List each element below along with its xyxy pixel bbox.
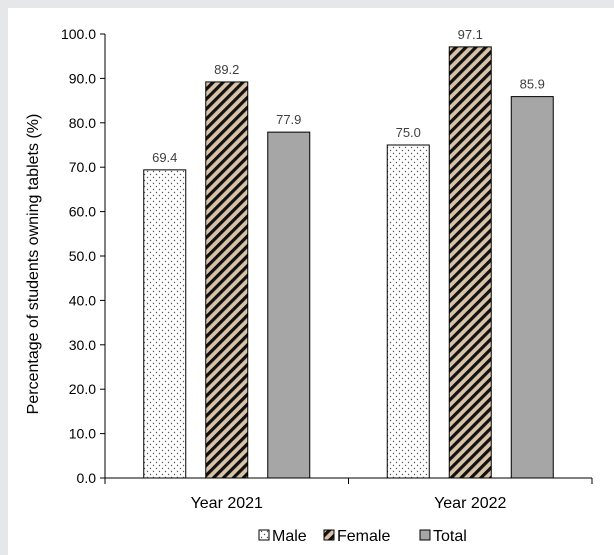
data-label: 77.9 — [276, 112, 301, 127]
chart-frame: 0.0 10.0 20.0 30.0 40.0 50.0 60.0 70.0 80.0 90.0 1… — [8, 8, 614, 555]
legend-label-total: Total — [433, 528, 467, 545]
legend-label-female: Female — [337, 528, 390, 545]
y-tick-label: 70.0 — [69, 159, 96, 175]
data-label: 69.4 — [152, 150, 177, 165]
y-tick-label: 10.0 — [69, 426, 96, 442]
x-category-label: Year 2021 — [191, 495, 263, 512]
data-labels-group: 69.4 89.2 77.9 75.0 97.1 85.9 — [152, 27, 545, 165]
y-tick-label: 30.0 — [69, 337, 96, 353]
x-category-label: Year 2022 — [434, 495, 506, 512]
bar-chart: 0.0 10.0 20.0 30.0 40.0 50.0 60.0 70.0 80.0 90.0 1… — [25, 26, 593, 545]
legend-swatch-female — [323, 529, 335, 541]
y-tick-label: 40.0 — [69, 292, 96, 308]
y-tick-label: 0.0 — [77, 470, 97, 486]
legend-swatch-male — [258, 529, 270, 541]
y-axis-ticks: 0.0 10.0 20.0 30.0 40.0 50.0 60.0 70.0 80.0 90.0 1… — [61, 26, 593, 486]
bars-group — [143, 46, 554, 479]
bar-male-year-2022 — [386, 144, 430, 479]
bar-female-year-2021 — [205, 81, 249, 479]
legend: Male Female Total — [258, 528, 467, 545]
y-tick-label: 80.0 — [69, 115, 96, 131]
data-label: 85.9 — [520, 77, 545, 92]
y-tick-label: 100.0 — [61, 26, 96, 42]
y-tick-label: 20.0 — [69, 381, 96, 397]
data-label: 89.2 — [214, 62, 239, 77]
x-axis-categories: Year 2021 Year 2022 — [191, 495, 507, 512]
legend-swatch-total — [419, 529, 431, 541]
bar-male-year-2021 — [143, 169, 187, 479]
bar-total-year-2022 — [510, 96, 554, 479]
y-axis-label: Percentage of students owning tablets (%… — [25, 114, 42, 415]
bar-total-year-2021 — [267, 131, 311, 479]
bar-female-year-2022 — [448, 46, 492, 479]
data-label: 75.0 — [396, 125, 421, 140]
y-tick-label: 60.0 — [69, 204, 96, 220]
data-label: 97.1 — [458, 27, 483, 42]
y-tick-label: 50.0 — [69, 248, 96, 264]
legend-label-male: Male — [272, 528, 307, 545]
y-tick-label: 90.0 — [69, 70, 96, 86]
